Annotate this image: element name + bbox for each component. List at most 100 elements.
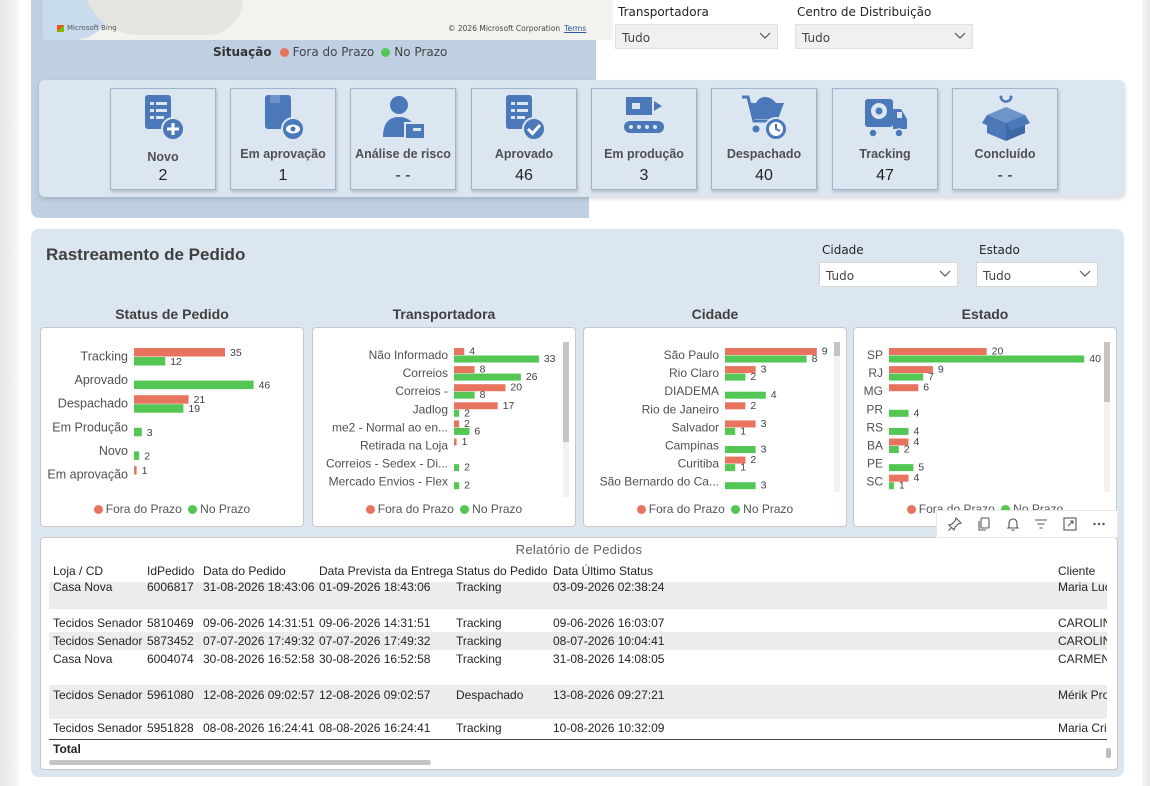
filter-icon[interactable]	[1033, 516, 1049, 532]
bar-fora-do-prazo[interactable]	[134, 348, 225, 357]
legend-label-no[interactable]: No Prazo	[394, 45, 448, 59]
chevron-down-icon[interactable]	[954, 30, 966, 40]
pin-icon[interactable]	[947, 516, 963, 532]
slicer-estado[interactable]: Tudo	[976, 262, 1098, 287]
copy-icon[interactable]	[976, 516, 992, 532]
chart-scrollbar[interactable]	[834, 342, 840, 492]
bar-no-prazo[interactable]	[725, 482, 756, 490]
focus-mode-icon[interactable]	[1062, 516, 1078, 532]
bar-fora-do-prazo[interactable]	[725, 402, 746, 410]
table-row[interactable]: Tecidos Senador 5951828 08-08-2026 16:24:4…	[49, 719, 1107, 739]
bar-fora-do-prazo[interactable]	[454, 438, 457, 446]
bar-fora-do-prazo[interactable]	[725, 420, 756, 428]
bar-no-prazo[interactable]	[889, 409, 909, 417]
column-header-data-prevista[interactable]: Data Prevista da Entrega	[319, 564, 454, 578]
bar-no-prazo[interactable]	[889, 482, 894, 490]
bar-no-prazo[interactable]	[725, 355, 807, 363]
slicer-centro-distribuicao[interactable]: Tudo	[795, 24, 973, 49]
bar-no-prazo[interactable]	[725, 373, 746, 381]
bar-no-prazo[interactable]	[725, 446, 756, 453]
table-row[interactable]: Tecidos Senador 5961080 12-08-2026 09:02:5…	[49, 685, 1107, 719]
chart-scrollbar[interactable]	[1104, 342, 1110, 492]
column-header-data-pedido[interactable]: Data do Pedido	[203, 564, 286, 578]
bar-no-prazo[interactable]	[889, 446, 899, 453]
chevron-down-icon[interactable]	[939, 268, 951, 278]
column-header-data-ultimo-status[interactable]: Data Último Status	[553, 564, 654, 578]
table-row[interactable]: Tecidos Senador 5873452 07-07-2026 17:49:3…	[49, 632, 1107, 650]
bar-fora-do-prazo[interactable]	[134, 466, 137, 475]
card-tracking[interactable]: Tracking 47	[832, 88, 938, 190]
horizontal-scrollbar[interactable]	[49, 760, 431, 765]
card-concluido[interactable]: Concluído - -	[952, 88, 1058, 190]
bar-no-prazo[interactable]	[454, 409, 460, 417]
legend-label-no[interactable]: No Prazo	[200, 502, 251, 516]
card-novo[interactable]: Novo 2	[110, 88, 216, 190]
bar-no-prazo[interactable]	[889, 464, 914, 472]
bar-fora-do-prazo[interactable]	[889, 348, 987, 355]
column-header-idpedido[interactable]: IdPedido	[147, 564, 195, 578]
chart-status-pedido[interactable]: Tracking 35 12 Aprovado 46 Despachado 21 19 Em P…	[40, 327, 304, 527]
bar-no-prazo[interactable]	[454, 482, 460, 490]
map-canvas[interactable]: Microsoft Bing © 2026 Microsoft Corporat…	[43, 0, 613, 40]
card-despachado[interactable]: Despachado 40	[711, 88, 817, 190]
slicer-transportadora[interactable]: Tudo	[615, 24, 778, 49]
card-em-producao[interactable]: Em produção 3	[591, 88, 697, 190]
legend-label-fora[interactable]: Fora do Prazo	[377, 502, 454, 516]
legend-label-fora[interactable]: Fora do Prazo	[292, 45, 375, 59]
more-options-icon[interactable]	[1091, 516, 1107, 532]
bar-no-prazo[interactable]	[134, 357, 166, 366]
scrollbar-thumb[interactable]	[834, 342, 840, 356]
bar-no-prazo[interactable]	[454, 355, 539, 363]
bar-no-prazo[interactable]	[725, 427, 736, 435]
chart-cidade[interactable]: São Paulo 9 8 Rio Claro 3 2 DIADEMA 4 Rio de Jan…	[583, 327, 847, 527]
chevron-down-icon[interactable]	[759, 30, 771, 40]
bar-fora-do-prazo[interactable]	[454, 384, 506, 392]
column-header-status[interactable]: Status do Pedido	[456, 564, 548, 578]
bar-no-prazo[interactable]	[889, 373, 924, 381]
bell-icon[interactable]	[1005, 516, 1021, 532]
chevron-down-icon[interactable]	[1079, 268, 1091, 278]
bar-no-prazo[interactable]	[454, 373, 521, 381]
slicer-cidade[interactable]: Tudo	[819, 262, 958, 287]
bar-fora-do-prazo[interactable]	[889, 384, 919, 392]
legend-label-no[interactable]: No Prazo	[472, 502, 523, 516]
bar-no-prazo[interactable]	[454, 464, 460, 472]
chart-estado[interactable]: SP 20 40 RJ 9 7 MG 6 PR 4 RS 4 BA 4 2 PE 5 SC 4 1 Fora do P…	[853, 327, 1117, 527]
scrollbar-thumb[interactable]	[1104, 342, 1110, 402]
bar-no-prazo[interactable]	[454, 427, 470, 435]
bar-no-prazo[interactable]	[134, 380, 254, 390]
bar-fora-do-prazo[interactable]	[889, 474, 909, 482]
bar-fora-do-prazo[interactable]	[889, 438, 909, 446]
chart-scrollbar[interactable]	[563, 342, 569, 497]
column-header-loja[interactable]: Loja / CD	[53, 564, 104, 578]
table-row[interactable]: Tecidos Senador 5810469 09-06-2026 14:31:5…	[49, 614, 1107, 632]
bar-no-prazo[interactable]	[134, 427, 142, 437]
bar-fora-do-prazo[interactable]	[725, 456, 746, 464]
bar-no-prazo[interactable]	[725, 464, 736, 472]
vertical-scrollbar[interactable]	[1106, 748, 1111, 758]
table-row[interactable]: Casa Nova 6004074 30-08-2026 16:52:58 30-08…	[49, 650, 1107, 685]
bar-no-prazo[interactable]	[725, 391, 766, 399]
bar-fora-do-prazo[interactable]	[454, 420, 460, 428]
bar-fora-do-prazo[interactable]	[134, 395, 189, 404]
bar-fora-do-prazo[interactable]	[454, 402, 498, 410]
bar-fora-do-prazo[interactable]	[725, 366, 756, 374]
table-row[interactable]: Casa Nova 6006817 31-08-2026 18:43:06 01-09…	[49, 582, 1107, 609]
bar-no-prazo[interactable]	[134, 404, 184, 413]
bar-fora-do-prazo[interactable]	[454, 366, 475, 374]
chart-transportadora[interactable]: Não Informado 4 33 Correios 8 26 Correios -20 8…	[312, 327, 576, 527]
bar-no-prazo[interactable]	[889, 355, 1085, 363]
bar-fora-do-prazo[interactable]	[725, 348, 817, 355]
terms-link[interactable]: Terms	[564, 24, 587, 33]
relatorio-pedidos-table[interactable]: Relatório de Pedidos Loja / CD IdPedido …	[40, 537, 1118, 770]
bar-fora-do-prazo[interactable]	[889, 366, 933, 374]
legend-label-no[interactable]: No Prazo	[743, 502, 794, 516]
scrollbar-thumb[interactable]	[563, 342, 569, 442]
bar-no-prazo[interactable]	[454, 391, 475, 399]
legend-label-fora[interactable]: Fora do Prazo	[105, 502, 182, 516]
bar-fora-do-prazo[interactable]	[454, 348, 465, 355]
